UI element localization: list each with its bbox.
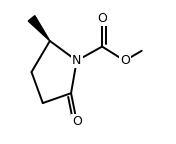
Text: O: O [97,12,107,25]
Text: O: O [72,115,82,128]
Text: O: O [120,54,130,67]
Polygon shape [28,16,50,41]
Text: N: N [72,54,81,67]
